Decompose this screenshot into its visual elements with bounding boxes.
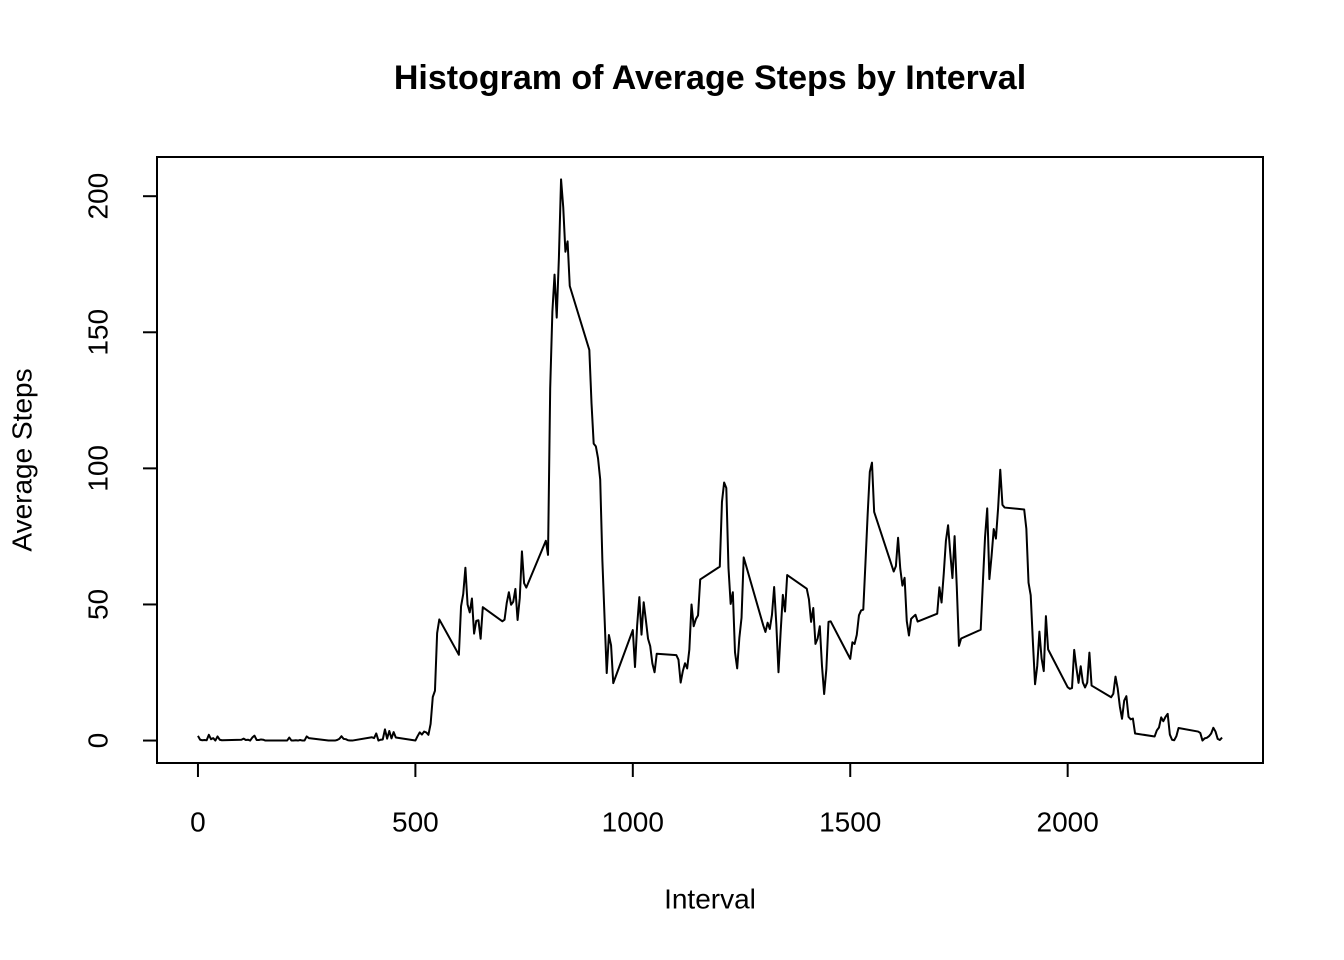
x-tick-label: 1500 (819, 806, 881, 837)
x-tick-label: 2000 (1037, 806, 1099, 837)
x-tick-label: 500 (392, 806, 439, 837)
x-axis-label: Interval (664, 883, 756, 914)
y-axis-label: Average Steps (6, 368, 37, 551)
chart-title: Histogram of Average Steps by Interval (394, 59, 1026, 97)
x-tick-label: 0 (190, 806, 206, 837)
y-tick-label: 150 (82, 309, 113, 356)
y-tick-label: 50 (82, 589, 113, 620)
y-tick-label: 200 (82, 173, 113, 220)
y-tick-label: 0 (82, 733, 113, 749)
data-line (197, 178, 1223, 742)
x-tick-label: 1000 (602, 806, 664, 837)
y-tick-label: 100 (82, 445, 113, 492)
